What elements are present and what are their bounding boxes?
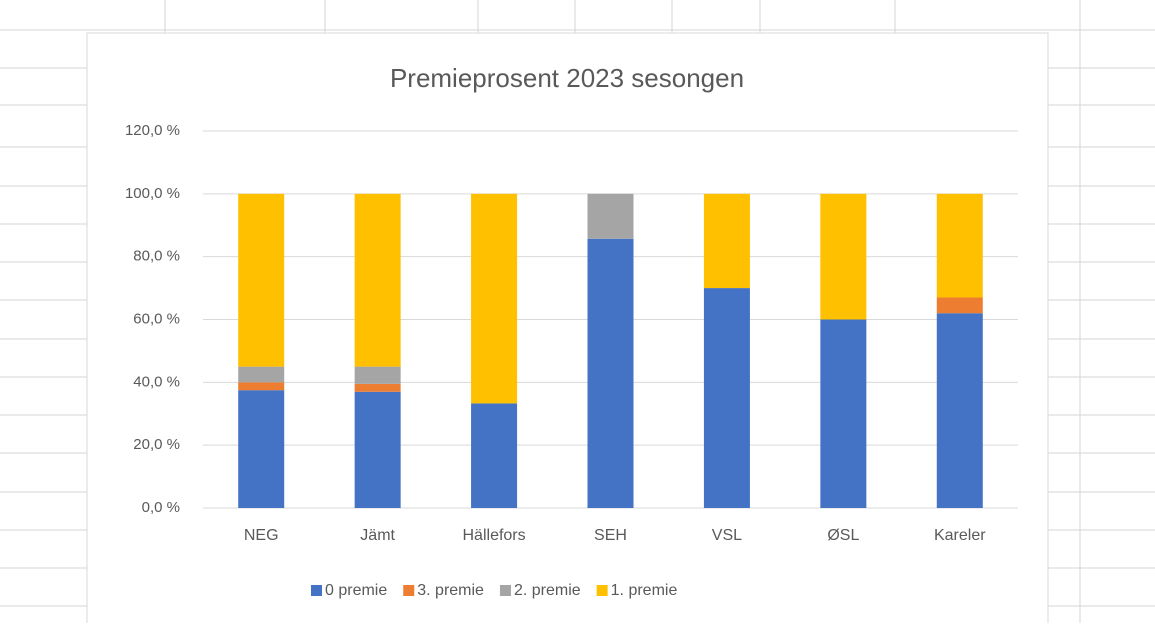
bar-segment <box>587 238 634 509</box>
x-tick-label: VSL <box>712 527 742 544</box>
y-tick-label: 20,0 % <box>133 436 180 453</box>
bar-segment <box>354 193 401 367</box>
bar-segment <box>936 297 983 314</box>
y-tick-label: 80,0 % <box>133 248 180 265</box>
x-tick-label: ØSL <box>827 527 859 544</box>
bar-segment <box>936 313 983 508</box>
legend-label: 1. premie <box>611 582 678 599</box>
bar-segment <box>703 193 750 289</box>
legend-label: 3. premie <box>417 582 484 599</box>
x-tick-label: NEG <box>244 527 279 544</box>
legend-swatch <box>403 585 415 596</box>
bar-segment <box>936 193 983 298</box>
x-tick-label: SEH <box>594 527 627 544</box>
bar-segment <box>471 193 518 404</box>
y-tick-label: 100,0 % <box>125 185 180 202</box>
legend-label: 2. premie <box>514 582 581 599</box>
legend-swatch <box>499 585 511 596</box>
bar-segment <box>354 366 401 384</box>
x-tick-label: Hällefors <box>463 527 526 544</box>
y-tick-label: 120,0 % <box>125 122 180 139</box>
y-tick-label: 40,0 % <box>133 373 180 390</box>
bar-segment <box>820 193 867 320</box>
bar-segment <box>703 288 750 508</box>
bar-segment <box>471 403 518 508</box>
bar-segment <box>238 366 285 383</box>
bar-segment <box>587 193 634 239</box>
bar-segment <box>820 319 867 508</box>
x-tick-label: Jämt <box>360 527 395 544</box>
bar-segment <box>238 193 285 367</box>
bar-segment <box>238 382 285 391</box>
y-tick-label: 0,0 % <box>142 499 180 516</box>
legend-swatch <box>311 585 322 596</box>
bar-segment <box>354 383 401 392</box>
x-tick-label: Kareler <box>934 527 986 544</box>
chart-title: Premieprosent 2023 sesongen <box>390 63 744 93</box>
bar-segment <box>354 391 401 508</box>
legend-label: 0 premie <box>325 582 387 599</box>
legend-swatch <box>596 585 608 596</box>
y-tick-label: 60,0 % <box>133 310 180 327</box>
bar-segment <box>238 390 285 508</box>
chart-area[interactable] <box>86 32 1049 628</box>
